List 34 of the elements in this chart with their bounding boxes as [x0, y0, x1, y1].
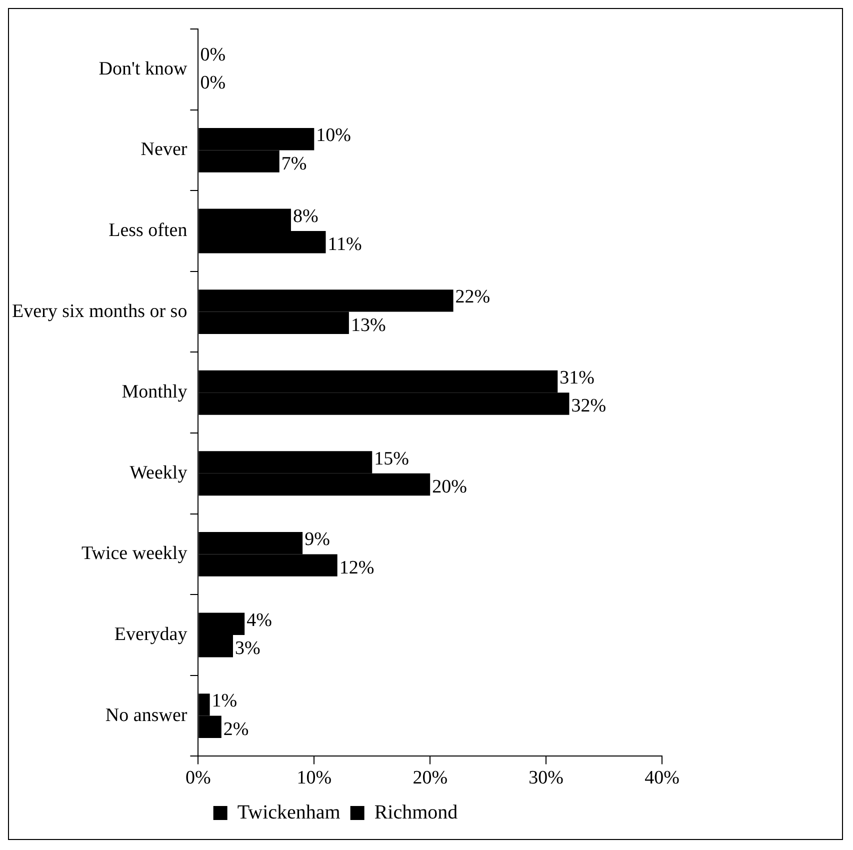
y-tick-label: Less often — [108, 220, 188, 241]
data-label: 20% — [432, 476, 468, 498]
y-tick-label: No answer — [105, 704, 188, 726]
x-tick-label: 20% — [412, 768, 448, 789]
data-label: 13% — [350, 314, 386, 336]
y-tick-label: Don't know — [98, 58, 188, 80]
data-label: 31% — [560, 367, 595, 388]
y-tick-label: Monthly — [122, 382, 188, 403]
y-tick-label: Every six months or so — [12, 300, 188, 322]
x-tick-label: 0% — [186, 768, 212, 789]
data-label: 7% — [281, 153, 307, 174]
data-label: 12% — [339, 557, 374, 578]
data-label: 15% — [374, 448, 410, 470]
data-label: 2% — [223, 718, 249, 740]
y-tick-label: Everyday — [114, 624, 188, 645]
x-tick-label: 10% — [296, 768, 332, 789]
x-tick-label: 30% — [528, 768, 564, 789]
y-tick-label: Never — [140, 139, 188, 160]
data-label: 3% — [234, 638, 260, 660]
data-label: 10% — [316, 125, 352, 146]
data-label: 0% — [200, 44, 226, 66]
legend-label: Richmond — [374, 801, 458, 824]
y-tick-label: Weekly — [130, 462, 188, 484]
data-label: 8% — [292, 206, 318, 227]
y-tick-label: Twice weekly — [81, 543, 188, 564]
x-tick-label: 40% — [644, 768, 680, 789]
data-label: 11% — [328, 234, 362, 256]
data-label: 0% — [200, 72, 226, 94]
data-label: 22% — [455, 286, 490, 308]
data-label: 32% — [571, 396, 606, 417]
data-label: 9% — [304, 529, 330, 550]
legend-label: Twickenham — [237, 801, 341, 824]
data-label: 1% — [212, 690, 238, 712]
data-label: 4% — [246, 610, 272, 631]
